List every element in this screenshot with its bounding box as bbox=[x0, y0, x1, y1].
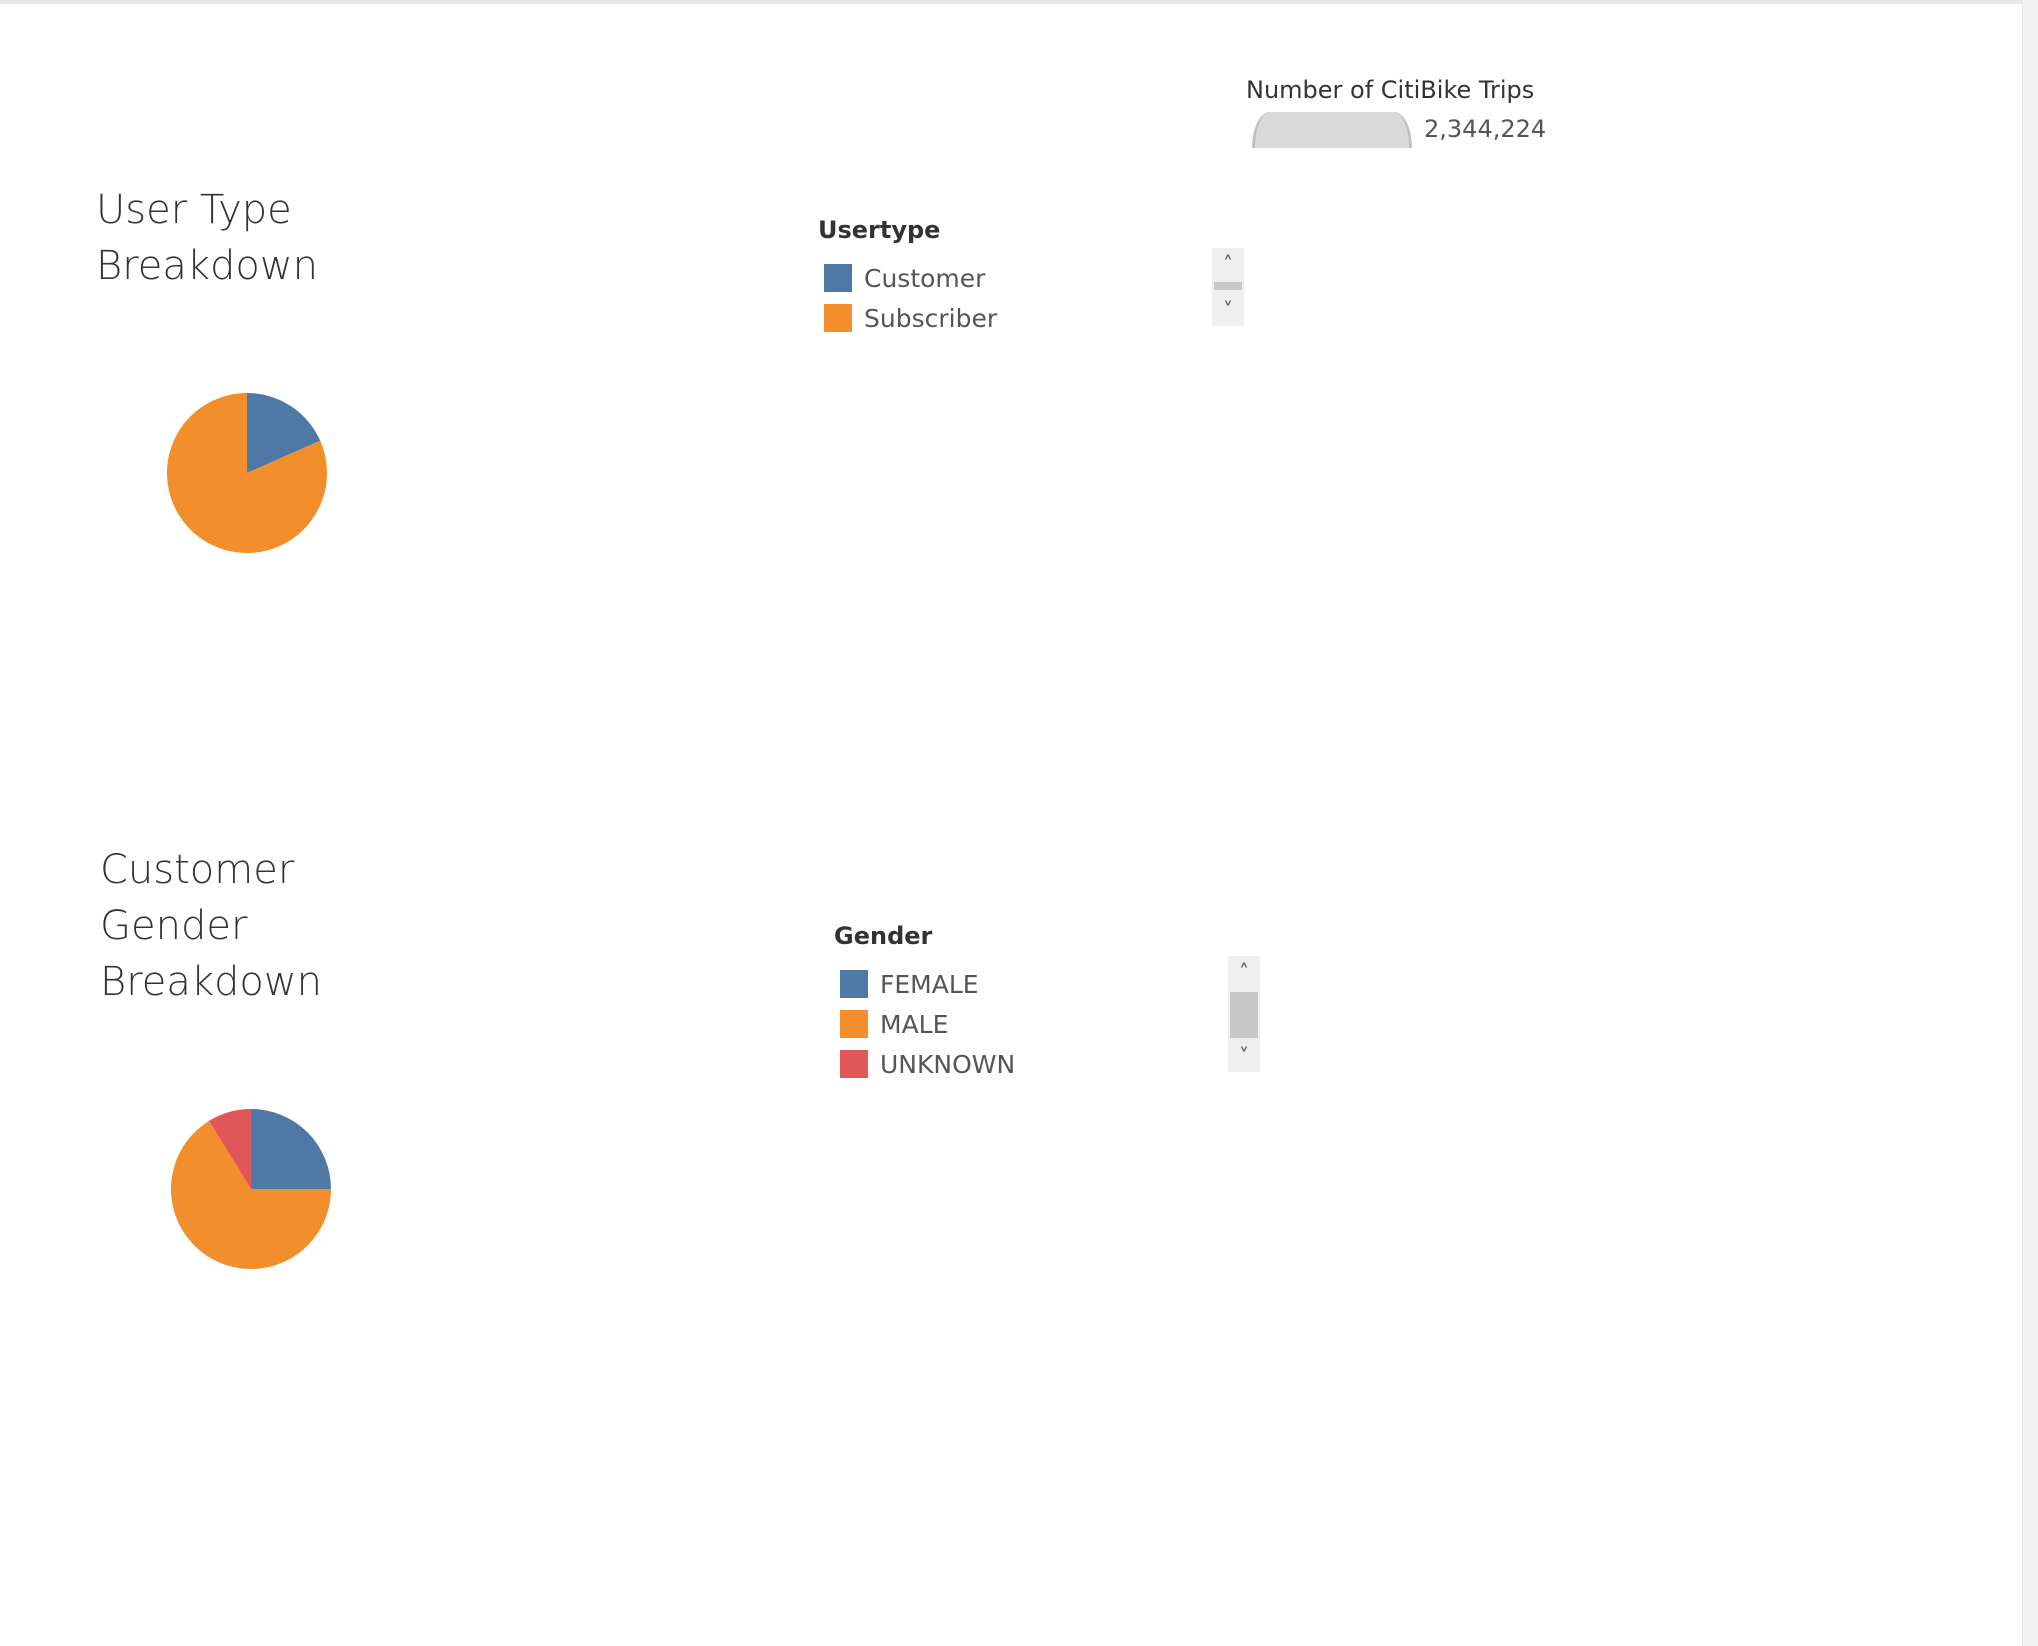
legend-swatch-subscriber bbox=[824, 304, 852, 332]
legend-swatch-female bbox=[840, 970, 868, 998]
scroll-down-icon[interactable]: ˅ bbox=[1223, 298, 1233, 322]
usertype-pie-chart bbox=[167, 393, 327, 553]
pie-slice-female[interactable] bbox=[251, 1109, 331, 1189]
gender-legend-title: Gender bbox=[834, 922, 933, 950]
legend-item-unknown[interactable]: UNKNOWN bbox=[834, 1044, 1264, 1084]
legend-swatch-male bbox=[840, 1010, 868, 1038]
page-scrollbar[interactable] bbox=[2022, 0, 2038, 1646]
legend-item-subscriber[interactable]: Subscriber bbox=[818, 298, 1248, 338]
scroll-up-icon[interactable]: ˄ bbox=[1239, 960, 1249, 984]
legend-item-male[interactable]: MALE bbox=[834, 1004, 1264, 1044]
gender-legend-scrollbar[interactable]: ˄ ˅ bbox=[1228, 956, 1260, 1072]
size-legend-value: 2,344,224 bbox=[1424, 115, 1547, 143]
legend-label-unknown: UNKNOWN bbox=[880, 1049, 1016, 1079]
legend-label-subscriber: Subscriber bbox=[864, 303, 998, 333]
pie-slice-male[interactable] bbox=[171, 1120, 331, 1269]
trip-count-size-legend: Number of CitiBike Trips 2,344,224 bbox=[1246, 76, 1606, 156]
user-type-title: User Type Breakdown bbox=[96, 182, 318, 294]
usertype-legend-scrollbar[interactable]: ˄ ˅ bbox=[1212, 248, 1244, 326]
customer-gender-title-line1: Customer bbox=[100, 847, 295, 893]
legend-swatch-unknown bbox=[840, 1050, 868, 1078]
size-legend-swatch bbox=[1252, 112, 1412, 148]
gender-legend: Gender FEMALE MALE UNKNOWN bbox=[834, 922, 1264, 1082]
top-border bbox=[0, 0, 2038, 4]
customer-gender-title: Customer Gender Breakdown bbox=[100, 842, 322, 1010]
scroll-down-icon[interactable]: ˅ bbox=[1239, 1044, 1249, 1068]
legend-label-female: FEMALE bbox=[880, 969, 979, 999]
user-type-title-line1: User Type bbox=[96, 187, 292, 233]
usertype-legend-title: Usertype bbox=[818, 216, 941, 244]
legend-label-male: MALE bbox=[880, 1009, 949, 1039]
pie-slice-subscriber[interactable] bbox=[167, 393, 327, 553]
legend-label-customer: Customer bbox=[864, 263, 986, 293]
pie-slice-customer[interactable] bbox=[247, 393, 321, 473]
gender-pie-chart bbox=[171, 1109, 331, 1269]
usertype-legend: Usertype Customer Subscriber bbox=[818, 216, 1248, 336]
customer-gender-title-line2: Gender bbox=[100, 903, 248, 949]
legend-swatch-customer bbox=[824, 264, 852, 292]
user-type-title-line2: Breakdown bbox=[96, 243, 318, 289]
scroll-up-icon[interactable]: ˄ bbox=[1223, 252, 1233, 276]
scroll-thumb[interactable] bbox=[1230, 992, 1258, 1038]
customer-gender-title-line3: Breakdown bbox=[100, 959, 322, 1005]
size-legend-title: Number of CitiBike Trips bbox=[1246, 76, 1535, 104]
pie-slice-unknown[interactable] bbox=[208, 1109, 251, 1189]
legend-item-customer[interactable]: Customer bbox=[818, 258, 1248, 298]
scroll-thumb[interactable] bbox=[1214, 282, 1242, 290]
legend-item-female[interactable]: FEMALE bbox=[834, 964, 1264, 1004]
